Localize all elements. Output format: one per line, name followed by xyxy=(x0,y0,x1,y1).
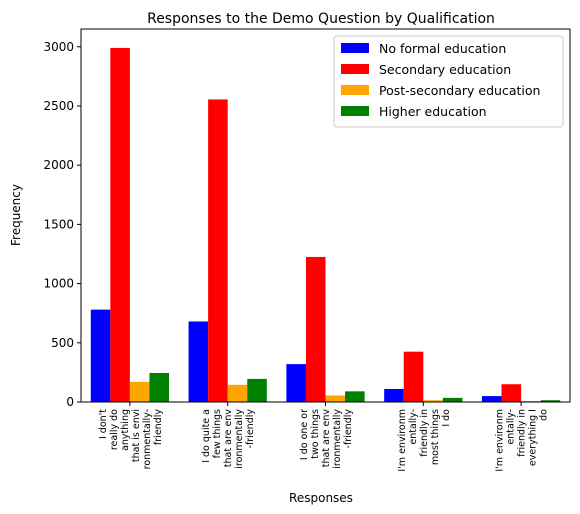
y-tick-label: 3000 xyxy=(43,40,74,54)
x-tick-label-line: ironmentally xyxy=(332,409,343,469)
bar xyxy=(110,47,130,402)
legend-label: Post-secondary education xyxy=(379,83,540,98)
legend-label: No formal education xyxy=(379,41,506,56)
x-tick-label-line: friendly xyxy=(153,409,164,445)
x-tick-label-line: really do xyxy=(109,409,120,450)
legend: No formal education Secondary education Po… xyxy=(333,35,564,128)
x-tick-label-line: that is envi xyxy=(131,409,142,462)
bar xyxy=(129,381,150,402)
y-tick-label: 2500 xyxy=(43,99,74,113)
x-tick-label-line: most things xyxy=(430,409,441,465)
x-tick-label-line: friendly in xyxy=(517,409,528,457)
x-tick-label-line: friendly in xyxy=(419,409,430,457)
x-tick-label-line: -friendly xyxy=(343,409,354,449)
bar xyxy=(345,391,365,402)
x-tick-label-line: few things xyxy=(212,409,223,458)
x-tick-label-line: ronmentally- xyxy=(142,409,153,469)
bar xyxy=(501,384,522,402)
x-tick-label-line: I'm environm xyxy=(397,409,408,472)
legend-swatch xyxy=(341,85,369,95)
bar xyxy=(481,396,502,402)
x-tick-label-line: entally- xyxy=(408,409,419,445)
bar xyxy=(325,395,346,402)
x-tick-label-line: that are env xyxy=(321,409,332,468)
x-tick-label: I'm environm entally-friendly in everythin… xyxy=(495,409,550,472)
x-tick-label-line: that are env xyxy=(223,409,234,468)
bars-group xyxy=(90,47,561,402)
y-axis: 0 500 1000 1500 2000 2500 3000 xyxy=(43,40,81,409)
bar xyxy=(247,378,267,402)
bar xyxy=(305,256,326,402)
legend-swatch xyxy=(341,64,369,74)
bar xyxy=(227,384,248,402)
y-tick-label: 500 xyxy=(51,336,74,350)
x-tick-label-line: ironmentally xyxy=(234,409,245,469)
x-tick-label-line: I do quite a xyxy=(201,409,212,463)
y-tick-label: 1500 xyxy=(43,217,74,231)
x-tick-label-line: -friendly xyxy=(245,409,256,449)
bar xyxy=(286,364,306,402)
x-tick-label-line: I don't xyxy=(98,409,109,439)
bar xyxy=(403,351,424,402)
x-tick-label-line: I do xyxy=(441,409,452,427)
y-tick-label: 2000 xyxy=(43,158,74,172)
x-tick-label: I do one or two things that are env ironmen… xyxy=(299,409,354,469)
x-tick-label-line: do xyxy=(539,409,550,421)
bar xyxy=(90,309,111,402)
bar xyxy=(540,400,561,402)
x-axis: I don't really do anything that is envi ronm… xyxy=(98,402,550,472)
x-tick-label-line: entally- xyxy=(506,409,517,445)
x-tick-label-line: anything xyxy=(120,409,131,451)
bar xyxy=(149,372,170,402)
y-tick-label: 1000 xyxy=(43,277,74,291)
legend-label: Secondary education xyxy=(379,62,511,77)
bar xyxy=(442,397,463,402)
bar xyxy=(423,400,443,402)
legend-label: Higher education xyxy=(379,104,487,119)
legend-swatch xyxy=(341,43,369,53)
x-tick-label: I'm environm entally-friendly in most thin… xyxy=(397,409,452,472)
x-axis-title: Responses xyxy=(289,491,353,505)
legend-swatch xyxy=(341,106,369,116)
bar xyxy=(208,99,228,402)
x-tick-label: I don't really do anything that is envi ronm… xyxy=(98,409,164,470)
chart-title: Responses to the Demo Question by Qualif… xyxy=(147,11,495,27)
x-tick-label-line: I do one or xyxy=(299,409,310,460)
x-tick-label-line: two things xyxy=(310,409,321,459)
legend-frame xyxy=(333,35,564,128)
y-axis-title: Frequency xyxy=(9,184,23,246)
x-tick-label: I do quite a few things that are env ironme… xyxy=(201,409,256,469)
x-tick-label-line: everything I xyxy=(528,409,539,466)
x-tick-label-line: I'm environm xyxy=(495,409,506,472)
bar xyxy=(188,321,209,402)
bar xyxy=(384,388,404,402)
y-tick-label: 0 xyxy=(66,395,74,409)
